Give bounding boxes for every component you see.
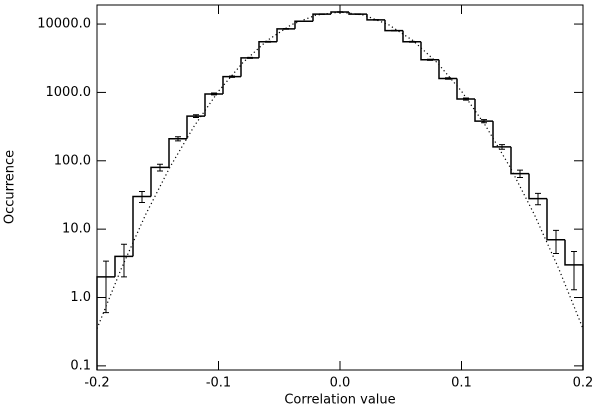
y-tick-label: 100.0 — [54, 153, 91, 168]
histogram-bin — [294, 20, 314, 29]
histogram-bin — [546, 198, 566, 241]
x-tick-label: -0.2 — [84, 376, 109, 391]
error-bar — [517, 169, 524, 178]
error-bar — [571, 251, 578, 291]
error-bar — [120, 243, 127, 278]
y-axis-label: Occurrence — [3, 150, 18, 224]
histogram-bin — [276, 28, 295, 42]
y-tick-label: 10.0 — [62, 222, 91, 237]
error-bar — [138, 191, 145, 204]
histogram-bin — [474, 99, 494, 122]
error-bar — [391, 29, 398, 32]
histogram-bin — [258, 41, 278, 58]
x-axis-label: Correlation value — [284, 393, 395, 408]
histogram-bin — [96, 276, 115, 370]
error-bar — [481, 119, 488, 124]
histogram-bin — [150, 166, 170, 197]
error-bar — [192, 114, 199, 119]
error-bar — [319, 13, 325, 15]
x-tick-label: 0.2 — [573, 376, 594, 391]
y-tick-label: 0.1 — [70, 358, 91, 373]
histogram-bin — [222, 75, 242, 94]
histogram-bin — [528, 173, 547, 200]
histogram-bin — [510, 146, 530, 175]
error-bar — [409, 40, 416, 43]
y-tick-label: 1.0 — [70, 290, 91, 305]
plot-frame — [96, 4, 584, 371]
histogram-bin — [438, 59, 458, 80]
histogram-bin — [384, 19, 403, 32]
fit-curve — [96, 11, 584, 329]
error-bar — [174, 136, 181, 142]
x-tick-label: 0.1 — [451, 376, 472, 391]
error-bar — [445, 77, 452, 80]
error-bar — [463, 97, 470, 101]
histogram-bin — [168, 138, 187, 168]
histogram-bin — [186, 115, 206, 139]
error-bar — [210, 92, 217, 96]
error-bar — [301, 20, 307, 23]
x-tick-label: -0.1 — [206, 376, 231, 391]
error-bar — [535, 192, 542, 206]
error-bar — [228, 75, 235, 78]
error-bar — [427, 58, 434, 61]
histogram-bin — [240, 57, 259, 77]
histogram-bin — [492, 121, 511, 148]
histogram-bin — [114, 255, 133, 277]
error-bar — [156, 163, 163, 172]
error-bar — [102, 260, 109, 314]
y-tick-label: 1000.0 — [46, 85, 92, 100]
x-tick-label: 0.0 — [330, 376, 351, 391]
error-bar — [553, 229, 560, 255]
histogram-bin — [402, 30, 422, 43]
y-tick-label: 10000.0 — [37, 17, 91, 32]
histogram-bin — [132, 195, 151, 257]
error-bar — [355, 13, 361, 15]
histogram-bin — [366, 14, 386, 21]
